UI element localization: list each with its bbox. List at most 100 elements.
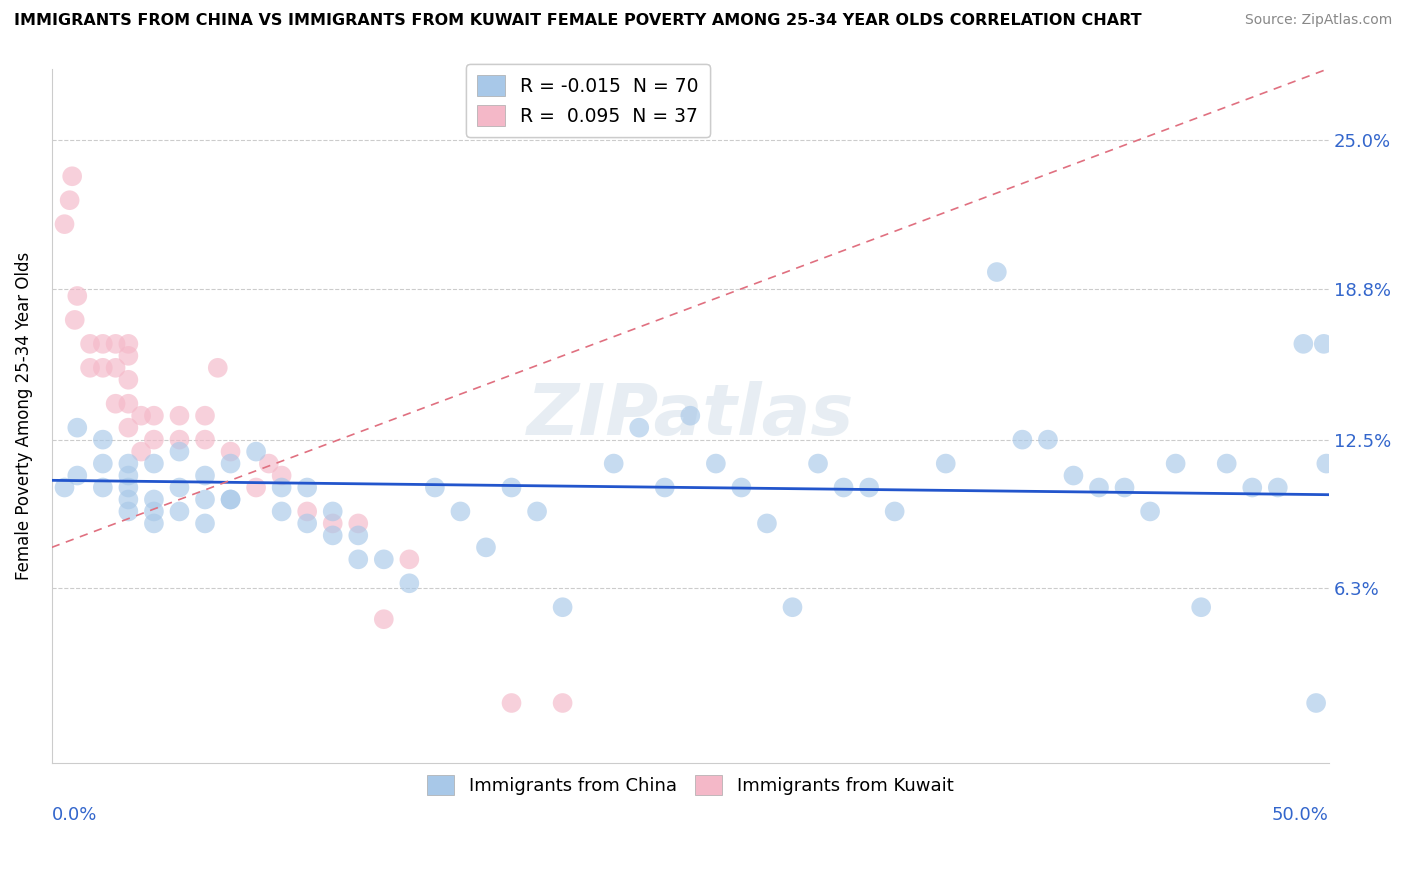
Point: [704, 457, 727, 471]
Point: [295, 481, 318, 495]
Point: [679, 409, 702, 423]
Point: [219, 444, 242, 458]
Point: [347, 516, 370, 531]
Point: [322, 516, 344, 531]
Point: [207, 360, 229, 375]
Point: [1011, 433, 1033, 447]
Point: [628, 420, 651, 434]
Point: [142, 504, 165, 518]
Point: [142, 433, 165, 447]
Point: [654, 481, 676, 495]
Point: [129, 409, 152, 423]
Point: [602, 457, 624, 471]
Point: [423, 481, 446, 495]
Point: [66, 289, 89, 303]
Point: [91, 457, 114, 471]
Point: [322, 528, 344, 542]
Point: [322, 504, 344, 518]
Point: [1267, 481, 1289, 495]
Point: [117, 373, 139, 387]
Point: [807, 457, 830, 471]
Point: [986, 265, 1008, 279]
Point: [1088, 481, 1111, 495]
Point: [219, 457, 242, 471]
Point: [169, 481, 191, 495]
Point: [245, 481, 267, 495]
Point: [1062, 468, 1084, 483]
Point: [169, 444, 191, 458]
Point: [142, 516, 165, 531]
Point: [935, 457, 957, 471]
Point: [245, 444, 267, 458]
Point: [730, 481, 752, 495]
Point: [117, 420, 139, 434]
Point: [194, 516, 217, 531]
Point: [551, 696, 574, 710]
Point: [832, 481, 855, 495]
Point: [129, 444, 152, 458]
Point: [194, 433, 217, 447]
Point: [91, 360, 114, 375]
Point: [1241, 481, 1264, 495]
Point: [66, 468, 89, 483]
Point: [883, 504, 905, 518]
Point: [858, 481, 880, 495]
Point: [194, 468, 217, 483]
Point: [257, 457, 280, 471]
Point: [1292, 336, 1315, 351]
Point: [219, 492, 242, 507]
Point: [194, 409, 217, 423]
Point: [53, 481, 76, 495]
Point: [501, 481, 523, 495]
Point: [501, 696, 523, 710]
Text: 50.0%: 50.0%: [1272, 806, 1329, 824]
Point: [1189, 600, 1212, 615]
Point: [169, 409, 191, 423]
Point: [219, 492, 242, 507]
Point: [142, 409, 165, 423]
Point: [117, 504, 139, 518]
Point: [117, 492, 139, 507]
Point: [53, 217, 76, 231]
Point: [373, 552, 395, 566]
Point: [475, 541, 498, 555]
Legend: Immigrants from China, Immigrants from Kuwait: Immigrants from China, Immigrants from K…: [420, 768, 960, 803]
Point: [295, 516, 318, 531]
Point: [194, 492, 217, 507]
Point: [66, 420, 89, 434]
Point: [398, 576, 420, 591]
Point: [117, 397, 139, 411]
Text: IMMIGRANTS FROM CHINA VS IMMIGRANTS FROM KUWAIT FEMALE POVERTY AMONG 25-34 YEAR : IMMIGRANTS FROM CHINA VS IMMIGRANTS FROM…: [14, 13, 1142, 29]
Point: [169, 504, 191, 518]
Point: [551, 600, 574, 615]
Point: [117, 481, 139, 495]
Point: [295, 504, 318, 518]
Point: [398, 552, 420, 566]
Point: [526, 504, 548, 518]
Point: [142, 457, 165, 471]
Point: [1036, 433, 1059, 447]
Point: [91, 433, 114, 447]
Point: [347, 528, 370, 542]
Point: [117, 457, 139, 471]
Point: [79, 336, 101, 351]
Point: [449, 504, 471, 518]
Text: Source: ZipAtlas.com: Source: ZipAtlas.com: [1244, 13, 1392, 28]
Point: [60, 169, 83, 184]
Point: [59, 193, 82, 207]
Point: [1215, 457, 1237, 471]
Point: [1164, 457, 1187, 471]
Point: [270, 468, 292, 483]
Point: [1114, 481, 1136, 495]
Point: [1305, 696, 1327, 710]
Point: [270, 481, 292, 495]
Point: [1315, 457, 1337, 471]
Point: [1139, 504, 1161, 518]
Point: [117, 349, 139, 363]
Point: [1313, 336, 1336, 351]
Point: [169, 433, 191, 447]
Point: [104, 360, 127, 375]
Point: [63, 313, 86, 327]
Point: [270, 504, 292, 518]
Point: [755, 516, 778, 531]
